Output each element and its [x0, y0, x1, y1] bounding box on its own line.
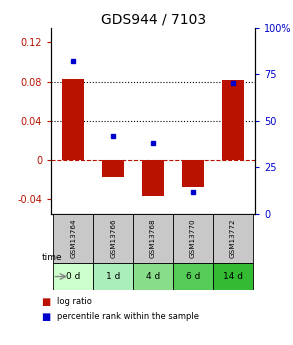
Text: 4 d: 4 d	[146, 272, 160, 281]
Text: ■: ■	[41, 297, 50, 307]
Text: percentile rank within the sample: percentile rank within the sample	[57, 312, 199, 321]
Bar	[222, 80, 244, 160]
Bar	[213, 214, 253, 263]
Bar	[142, 160, 164, 196]
Text: GSM13766: GSM13766	[110, 219, 116, 258]
Bar	[182, 160, 204, 187]
Text: GSM13770: GSM13770	[190, 219, 196, 258]
Text: 6 d: 6 d	[186, 272, 200, 281]
Title: GDS944 / 7103: GDS944 / 7103	[100, 12, 206, 27]
Text: GSM13764: GSM13764	[70, 219, 76, 258]
Text: 0 d: 0 d	[66, 272, 80, 281]
Text: log ratio: log ratio	[57, 297, 92, 306]
Text: time: time	[41, 253, 62, 262]
Bar	[173, 263, 213, 290]
Bar	[102, 160, 124, 177]
Bar	[93, 263, 133, 290]
Text: GSM13768: GSM13768	[150, 219, 156, 258]
Text: 1 d: 1 d	[106, 272, 120, 281]
Bar	[133, 263, 173, 290]
Bar	[213, 263, 253, 290]
Bar	[133, 214, 173, 263]
Text: ■: ■	[41, 312, 50, 322]
Text: 14 d: 14 d	[223, 272, 243, 281]
Bar	[53, 263, 93, 290]
Bar	[53, 214, 93, 263]
Text: GSM13772: GSM13772	[230, 219, 236, 258]
Bar	[173, 214, 213, 263]
Bar	[62, 79, 84, 160]
Bar	[93, 214, 133, 263]
